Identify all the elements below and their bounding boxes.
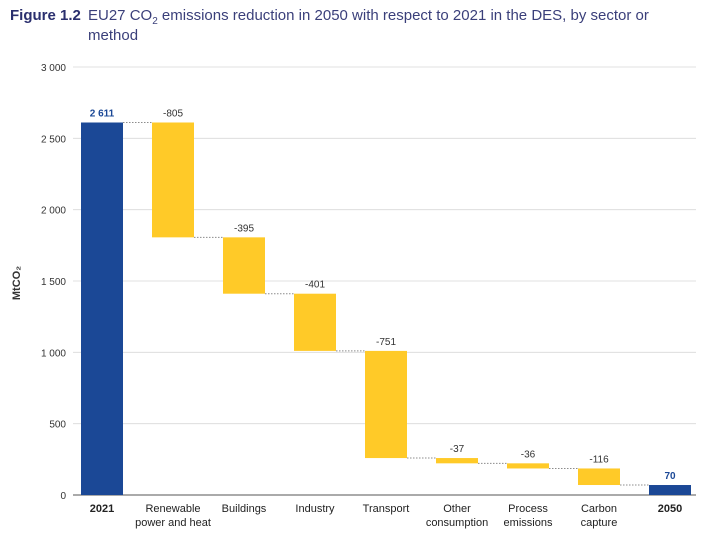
- x-tick-label: emissions: [504, 517, 553, 529]
- reduction-bar: [294, 293, 336, 351]
- y-tick-label: 2 500: [41, 134, 66, 145]
- x-tick-label: power and heat: [135, 517, 211, 529]
- value-label: -37: [450, 444, 465, 455]
- figure-number: Figure 1.2: [10, 7, 81, 24]
- x-tick-label: 2021: [90, 503, 114, 515]
- figure-title-part1: EU27 CO: [88, 7, 153, 24]
- y-tick-label: 500: [49, 420, 66, 431]
- y-tick-label: 1 500: [41, 277, 66, 288]
- figure-title: EU27 CO2 emissions reduction in 2050 wit…: [88, 6, 698, 46]
- figure-header: Figure 1.2 EU27 CO2 emissions reduction …: [10, 6, 700, 50]
- x-tick-label: Process: [508, 503, 548, 515]
- y-axis-ticks: 0 500 1 000 1 500 2 000 2 500 3 000: [41, 63, 66, 502]
- reduction-bar: [507, 463, 549, 469]
- value-label: -116: [589, 454, 609, 465]
- reduction-bar: [436, 458, 478, 464]
- x-tick-label: consumption: [426, 517, 488, 529]
- x-tick-label: Buildings: [222, 503, 267, 515]
- x-axis-labels: 2021 Renewable power and heat Buildings Indu…: [90, 503, 682, 529]
- x-tick-label: Renewable: [145, 503, 200, 515]
- value-label: -805: [163, 108, 183, 119]
- x-tick-label: capture: [581, 517, 618, 529]
- reduction-bar: [365, 350, 407, 459]
- reduction-bar: [152, 122, 194, 238]
- x-tick-label: Industry: [295, 503, 335, 515]
- value-label: 2 611: [90, 108, 115, 119]
- value-label: -401: [305, 280, 325, 291]
- total-bar: [81, 122, 123, 496]
- value-label: -36: [521, 449, 536, 460]
- y-tick-label: 3 000: [41, 63, 66, 74]
- reduction-bar: [578, 468, 620, 486]
- x-tick-label: Carbon: [581, 503, 617, 515]
- value-labels: 2 611 -805 -395 -401 -751 -37 -36 -116 70: [90, 108, 676, 482]
- value-label: 70: [664, 471, 676, 482]
- connectors: [123, 121, 649, 486]
- figure-title-part2: emissions reduction in 2050 with respect…: [88, 7, 649, 44]
- x-tick-label: Other: [443, 503, 471, 515]
- value-label: -751: [376, 337, 396, 348]
- figure-title-subscript: 2: [152, 16, 158, 27]
- bars: [81, 122, 691, 496]
- y-tick-label: 2 000: [41, 206, 66, 217]
- x-tick-label: Transport: [363, 503, 410, 515]
- total-bar: [649, 485, 691, 495]
- x-tick-label: 2050: [658, 503, 682, 515]
- y-tick-label: 0: [60, 491, 66, 502]
- y-axis-label: MtCO₂: [11, 266, 23, 300]
- value-label: -395: [234, 223, 254, 234]
- y-tick-label: 1 000: [41, 348, 66, 359]
- reduction-bar: [223, 237, 265, 294]
